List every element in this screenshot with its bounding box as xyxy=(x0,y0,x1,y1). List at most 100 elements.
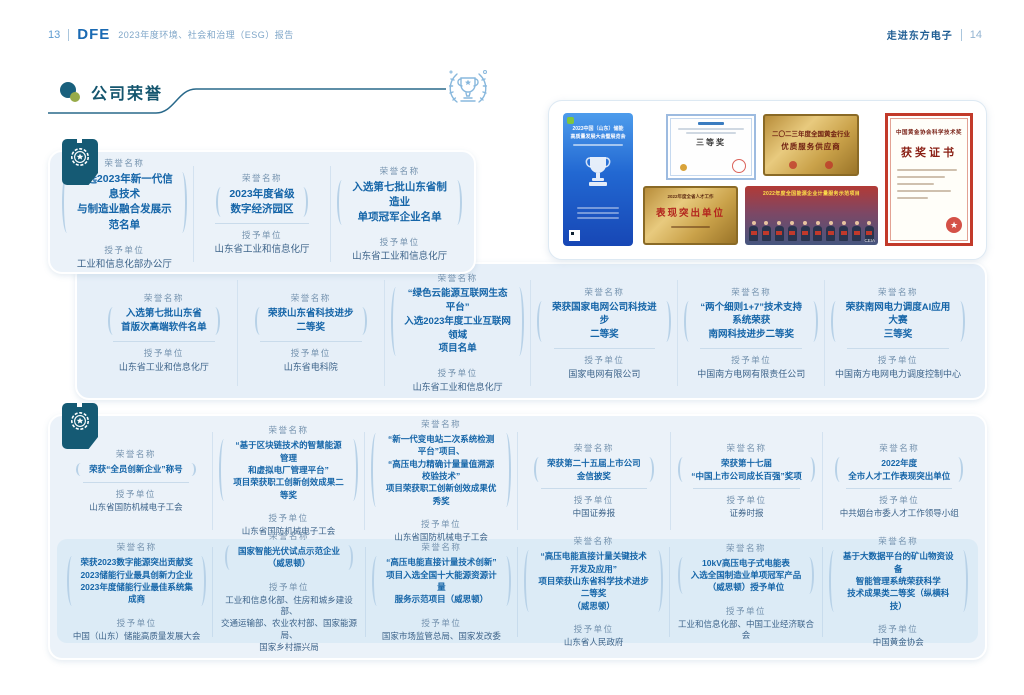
award-unit-label: 授予单位 xyxy=(379,237,420,248)
honor-name: 2023年度省级 数字经济园区 xyxy=(229,187,295,215)
honor-name: 荣获“全员创新企业”称号 xyxy=(89,464,183,475)
honor-name-label: 荣誉名称 xyxy=(421,419,462,430)
certificate-text-bar xyxy=(686,132,736,134)
bracket-right-decoration xyxy=(805,457,815,482)
honor-name-wrap: 荣获“全员创新企业”称号 xyxy=(76,463,196,476)
award-unit-label: 授予单位 xyxy=(421,617,462,628)
award-unit-label: 授予单位 xyxy=(421,519,462,529)
bracket-right-decoration xyxy=(298,186,308,218)
card-divider xyxy=(846,487,953,489)
storage-conference-poster: 2023中国（山东）储能 高质量发展大会暨展览会 xyxy=(563,113,633,246)
bracket-left-decoration xyxy=(684,300,694,342)
award-unit-label: 授予单位 xyxy=(731,354,772,365)
honor-name-wrap: “基于区块链技术的智慧能源管理 和虚拟电厂管理平台” 项目荣获职工创新创效成果二… xyxy=(218,439,359,501)
bracket-right-decoration xyxy=(452,179,463,226)
person-figure xyxy=(852,221,861,241)
honor-name: 荣获2023数字能源突出贡献奖 2023储能行业最具创新力企业 2023年度储能… xyxy=(80,557,193,605)
honor-name: “新一代变电站二次系统检测平台”项目、 “高压电力精确计量量值溯源校验技术” 项… xyxy=(385,434,497,506)
honor-box-top: 荣誉名称 入选2023年新一代信息技术 与制造业融合发展示范名单 授予单位 工业… xyxy=(48,139,476,274)
award-unit: 证券时报 xyxy=(729,507,764,518)
two-circles-icon xyxy=(60,82,80,102)
award-unit-label: 授予单位 xyxy=(437,368,478,379)
honor-card: 荣誉名称 荣获南网电力调度AI应用大赛 三等奖 授予单位 中国南方电网电力调度控… xyxy=(824,280,971,386)
bracket-right-decoration xyxy=(644,457,654,482)
honor-card: 荣誉名称 入选第七批山东省制造业 单项冠军企业名单 授予单位 山东省工业和信息化… xyxy=(330,166,468,262)
person-figure xyxy=(826,221,836,241)
honor-name: “基于区块链技术的智慧能源管理 和虚拟电厂管理平台” 项目荣获职工创新创效成果二… xyxy=(233,440,344,500)
award-unit: 山东省工业和信息化厅 xyxy=(214,244,310,256)
honor-card: 荣誉名称 “基于区块链技术的智慧能源管理 和虚拟电厂管理平台” 项目荣获职工创新… xyxy=(211,425,365,536)
bracket-left-decoration xyxy=(62,171,72,233)
honor-name-wrap: 2023年度省级 数字经济园区 xyxy=(216,186,308,218)
bracket-left-decoration xyxy=(254,307,265,335)
photo-logo-text: CEIA xyxy=(864,238,875,243)
bracket-left-decoration xyxy=(337,179,347,226)
honor-name: 荣获第二十五届上市公司 金信披奖 xyxy=(547,458,641,481)
bracket-right-decoration xyxy=(186,463,196,476)
honor-name: 入选第七批山东省制造业 单项冠军企业名单 xyxy=(352,180,447,223)
page-header: 13 DFE 2023年度环境、社会和治理（ESG）报告 走进东方电子 14 xyxy=(48,26,982,43)
honor-card: 荣誉名称 “高压电能直接计量技术创新” 项目入选全国十大能源资源计量 服务示范项… xyxy=(364,542,517,641)
award-unit: 中国证券报 xyxy=(572,507,616,518)
award-unit: 山东省工业和信息化厅 xyxy=(412,382,503,393)
bracket-right-decoration xyxy=(808,300,819,342)
award-unit-label: 授予单位 xyxy=(242,230,283,241)
honor-name: 荣获南网电力调度AI应用大赛 三等奖 xyxy=(845,301,951,341)
honor-card: 荣誉名称 荣获第十七届 “中国上市公司成长百强”奖项 授予单位 证券时报 xyxy=(669,432,823,530)
bracket-left-decoration xyxy=(371,433,381,507)
bracket-left-decoration xyxy=(537,300,547,342)
award-unit: 工业和信息化部、住房和城乡建设部、 交通运输部、农业农村部、国家能源局、 国家乡… xyxy=(220,594,357,653)
honor-name: 基于大数据平台的矿山物资设备 智能管理系统荣获科学 技术成果类二等奖（纵横科技） xyxy=(843,551,954,611)
gold-supplier-plaque: 二〇二三年度全国黄金行业 优质服务供应商 xyxy=(763,114,859,176)
honor-card: 荣誉名称 10kV高压电子式电能表 入选全国制造业单项冠军产品 （威思顿）授予单… xyxy=(669,543,821,640)
award-unit-label: 授予单位 xyxy=(143,347,184,358)
honor-name-label: 荣誉名称 xyxy=(726,443,767,454)
bracket-right-decoration xyxy=(210,307,220,335)
honor-name-wrap: 荣获2023数字能源突出贡献奖 2023储能行业最具创新力企业 2023年度储能… xyxy=(67,556,207,606)
bracket-right-decoration xyxy=(955,300,965,342)
plaque-line1: 二〇二三年度全国黄金行业 xyxy=(772,131,850,138)
award-unit-label: 授予单位 xyxy=(573,623,614,634)
honor-name-wrap: “两个细则1+7”技术支持系统荣获 南网科技进步二等奖 xyxy=(684,300,819,342)
honor-name-wrap: “高压电能直接计量技术创新” 项目入选全国十大能源资源计量 服务示范项目（威思顿… xyxy=(371,556,511,606)
honor-card: 荣誉名称 荣获2023数字能源突出贡献奖 2023储能行业最具创新力企业 202… xyxy=(61,542,212,641)
person-figure xyxy=(774,221,784,241)
honor-card: 荣誉名称 2023年度省级 数字经济园区 授予单位 山东省工业和信息化厅 xyxy=(192,166,331,262)
bracket-right-decoration xyxy=(653,550,664,612)
award-unit: 山东省工业和信息化厅 xyxy=(118,361,209,372)
honor-card: 荣誉名称 荣获第二十五届上市公司 金信披奖 授予单位 中国证券报 xyxy=(517,432,670,530)
plaque-header: 2022年度全省人才工作 xyxy=(667,194,714,199)
certificate-logo-bar xyxy=(698,122,724,125)
honor-name: “绿色云能源互联网生态平台” 入选2023年度工业互联网领域 项目名单 xyxy=(404,288,511,355)
header-divider xyxy=(960,28,962,41)
award-unit-label: 授予单位 xyxy=(878,623,919,634)
award-unit: 国家电网有限公司 xyxy=(568,368,641,379)
certificate-title: 获奖证书 xyxy=(901,147,957,159)
header-divider xyxy=(68,28,70,41)
bracket-right-decoration xyxy=(661,300,672,342)
honor-name-wrap: 荣获山东省科技进步 二等奖 xyxy=(254,307,367,335)
award-unit-label: 授予单位 xyxy=(573,494,614,505)
talent-work-plaque: 2022年度全省人才工作 表现突出单位 xyxy=(643,186,738,245)
section-title-block: 公司荣誉 xyxy=(60,80,163,104)
medal-icon xyxy=(680,164,687,171)
poster-title: 2023中国（山东）储能 高质量发展大会暨展览会 xyxy=(570,126,626,140)
honor-name: 荣获山东省科技进步 二等奖 xyxy=(267,308,354,334)
award-unit: 山东省国防机械电子工会 xyxy=(394,532,488,542)
award-unit-label: 授予单位 xyxy=(115,488,156,499)
honor-card: 荣誉名称 基于大数据平台的矿山物资设备 智能管理系统荣获科学 技术成果类二等奖（… xyxy=(821,536,974,647)
red-seal-icon xyxy=(732,159,746,173)
award-unit: 工业和信息化部、中国工业经济联合会 xyxy=(677,618,814,641)
honor-name-label: 荣誉名称 xyxy=(437,273,478,284)
honor-name-wrap: 荣获第二十五届上市公司 金信披奖 xyxy=(534,457,654,482)
poster-text-bar xyxy=(577,217,619,219)
honor-name-label: 荣誉名称 xyxy=(725,542,766,553)
gold-association-certificate: 中国黄金协会科学技术奖 获奖证书 ★ xyxy=(885,113,973,246)
honor-card: 荣誉名称 2022年度 全市人才工作表现突出单位 授予单位 中共烟台市委人才工作… xyxy=(822,432,975,530)
honor-name: 荣获国家电网公司科技进步 二等奖 xyxy=(552,301,657,341)
award-unit: 山东省工业和信息化厅 xyxy=(352,251,448,263)
award-unit: 山东省国防机械电子工会 xyxy=(89,501,183,512)
award-unit-label: 授予单位 xyxy=(879,494,920,505)
bracket-left-decoration xyxy=(67,556,77,606)
